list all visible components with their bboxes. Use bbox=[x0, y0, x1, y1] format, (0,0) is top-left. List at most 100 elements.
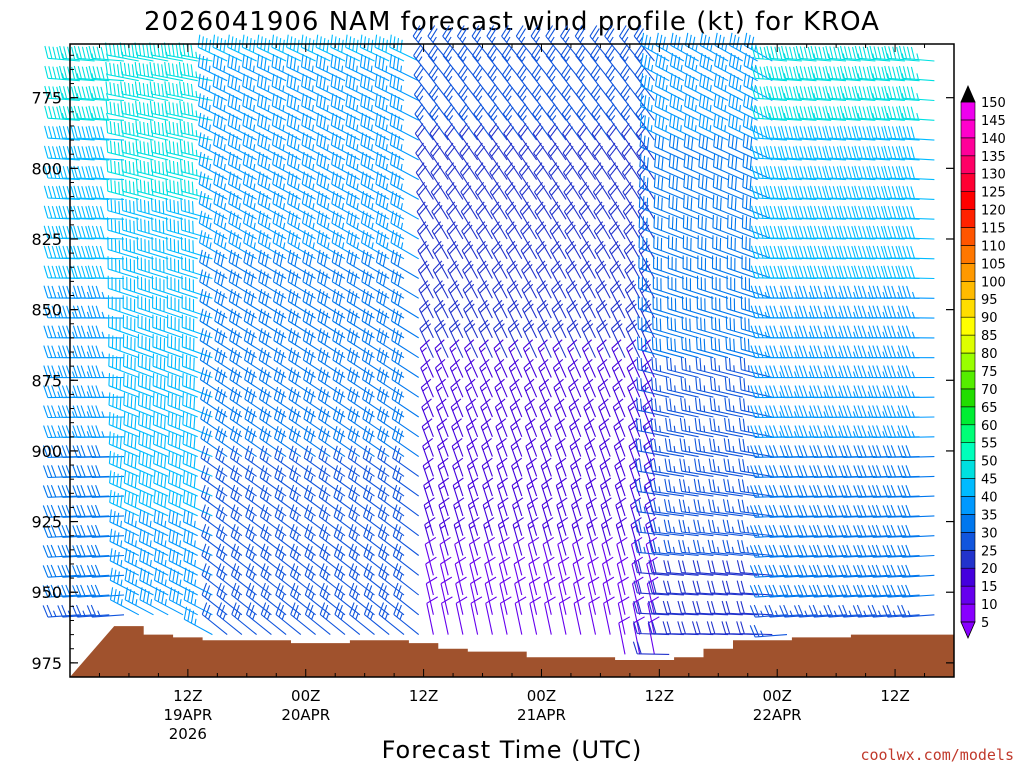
wind-barb bbox=[434, 319, 449, 358]
wind-barb bbox=[637, 316, 670, 339]
wind-barb bbox=[514, 596, 527, 635]
wind-barb bbox=[137, 295, 169, 319]
wind-barb bbox=[275, 602, 302, 636]
wind-barb bbox=[134, 61, 169, 82]
wind-barb bbox=[576, 123, 596, 161]
wind-barb bbox=[135, 178, 169, 200]
wind-barb bbox=[120, 100, 154, 121]
colorbar-label: 60 bbox=[981, 419, 998, 434]
wind-barb bbox=[463, 299, 479, 339]
wind-barb bbox=[87, 485, 125, 498]
wind-barb bbox=[766, 65, 802, 82]
wind-barb bbox=[241, 34, 272, 62]
wind-barb bbox=[228, 191, 257, 220]
wind-barb bbox=[244, 406, 272, 438]
wind-barb bbox=[692, 539, 729, 557]
wind-barb bbox=[166, 275, 198, 299]
colorbar-cell bbox=[960, 567, 976, 587]
wind-barb bbox=[725, 316, 758, 339]
wind-barb bbox=[87, 325, 125, 339]
x-tick-time: 00Z bbox=[763, 687, 792, 705]
colorbar-cell bbox=[960, 460, 976, 479]
wind-barb bbox=[360, 230, 390, 260]
wind-barb bbox=[260, 582, 287, 616]
wind-barb bbox=[580, 260, 596, 299]
wind-barb bbox=[443, 103, 464, 141]
wind-barb bbox=[137, 373, 169, 398]
wind-barb bbox=[376, 367, 405, 398]
wind-barb bbox=[699, 73, 729, 101]
wind-barb bbox=[588, 596, 600, 635]
wind-barb bbox=[615, 497, 627, 536]
wind-barb bbox=[648, 539, 684, 557]
wind-barb bbox=[303, 465, 331, 497]
wind-barb bbox=[316, 210, 346, 240]
wind-barb bbox=[736, 600, 773, 616]
wind-barb bbox=[764, 564, 802, 578]
wind-barb bbox=[668, 194, 699, 220]
wind-barb bbox=[271, 54, 302, 82]
wind-barb bbox=[575, 44, 596, 82]
wind-barb bbox=[898, 245, 935, 260]
wind-barb bbox=[459, 142, 479, 180]
wind-barb bbox=[228, 269, 257, 299]
wind-barb bbox=[698, 133, 729, 161]
wind-barb bbox=[376, 308, 405, 339]
wind-barb bbox=[243, 269, 272, 299]
wind-barb bbox=[590, 64, 611, 101]
wind-barb bbox=[121, 159, 154, 181]
wind-barb bbox=[650, 397, 685, 418]
wind-barb bbox=[150, 139, 184, 161]
wind-barb bbox=[869, 125, 905, 141]
wind-barb bbox=[587, 556, 599, 596]
wind-barb bbox=[333, 465, 361, 497]
wind-barb bbox=[453, 497, 465, 536]
wind-barb bbox=[469, 576, 482, 615]
wind-barb bbox=[87, 225, 125, 240]
wind-barb bbox=[149, 42, 184, 62]
wind-barb bbox=[124, 528, 154, 556]
wind-barb bbox=[636, 356, 670, 379]
wind-barb bbox=[374, 54, 405, 82]
colorbar-cell bbox=[960, 549, 976, 569]
wind-barb bbox=[795, 105, 832, 121]
wind-barb bbox=[468, 517, 480, 556]
wind-barb bbox=[274, 543, 302, 576]
wind-barb bbox=[123, 450, 154, 477]
wind-barb bbox=[491, 260, 508, 299]
wind-barb bbox=[300, 54, 331, 82]
wind-barb bbox=[289, 563, 316, 596]
wind-barb bbox=[607, 181, 626, 220]
wind-barb bbox=[138, 470, 169, 497]
wind-barb bbox=[301, 191, 331, 220]
wind-barb bbox=[197, 34, 228, 62]
wind-barb bbox=[304, 582, 331, 616]
wind-barb bbox=[243, 347, 272, 378]
terrain-fill bbox=[70, 626, 954, 677]
wind-barb bbox=[724, 377, 758, 398]
wind-barb bbox=[695, 377, 729, 398]
colorbar: 5101520253035404550556065707580859095100… bbox=[960, 85, 1006, 639]
wind-barb bbox=[138, 431, 169, 458]
wind-barb bbox=[230, 504, 257, 537]
wind-barb bbox=[749, 604, 788, 618]
wind-barb bbox=[736, 621, 773, 636]
wind-barb bbox=[57, 524, 95, 538]
x-tick-year: 2026 bbox=[169, 725, 207, 743]
wind-barb bbox=[897, 544, 935, 558]
wind-barb bbox=[445, 162, 464, 200]
wind-barb bbox=[795, 125, 832, 141]
wind-barb bbox=[527, 536, 540, 576]
wind-barb bbox=[448, 299, 464, 339]
wind-barb bbox=[200, 426, 228, 458]
wind-barb bbox=[183, 567, 213, 596]
colorbar-label: 85 bbox=[981, 329, 998, 344]
wind-barb bbox=[663, 539, 699, 557]
wind-barb bbox=[662, 580, 699, 596]
wind-barb bbox=[677, 580, 714, 596]
wind-barb bbox=[555, 457, 567, 497]
wind-barb bbox=[347, 465, 375, 497]
wind-barb bbox=[549, 201, 567, 240]
wind-barb bbox=[572, 556, 585, 596]
wind-barb bbox=[749, 524, 788, 538]
